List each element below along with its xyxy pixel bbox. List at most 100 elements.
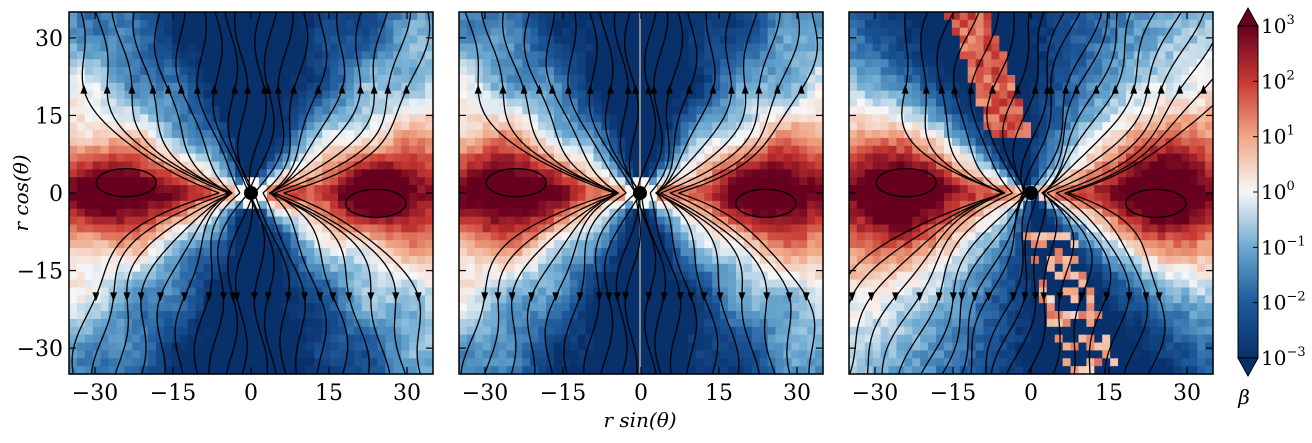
heatmap-cell [274,59,284,68]
heatmap-cell [466,350,476,359]
heatmap-cell [76,248,86,257]
heatmap-cell [751,137,761,147]
heatmap-cell [553,232,563,241]
heatmap-cell [920,122,929,131]
heatmap-cell [704,342,713,351]
heatmap-cell [696,366,705,375]
heatmap-cell [633,27,642,37]
streamline-arrow [606,84,614,94]
heatmap-cell [506,169,515,178]
heatmap-cell [775,255,785,265]
heatmap-cell [338,169,347,178]
heatmap-cell [920,130,929,139]
heatmap-cell [880,193,890,202]
heatmap-cell [466,98,476,108]
heatmap-cell [791,161,800,170]
heatmap-cell [266,114,276,123]
panel-2-central-dot [633,186,647,200]
heatmap-cell [203,263,213,273]
heatmap-cell [561,114,571,123]
heatmap-cell [617,248,626,257]
heatmap-cell [345,248,355,257]
heatmap-cell [401,271,410,281]
heatmap-cell [116,303,125,312]
heatmap-cell [506,303,515,312]
heatmap-cell [345,366,355,375]
heatmap-cell [377,303,387,312]
heatmap-cell [251,74,260,84]
heatmap-cell [593,35,603,45]
heatmap-cell [179,67,189,76]
heatmap-cell [664,263,674,273]
heatmap-cell [306,98,315,108]
heatmap-cell [498,153,508,163]
heatmap-cell [417,311,426,320]
streamline-arrow [535,84,543,94]
heatmap-cell [409,59,418,68]
heatmap-cell [856,169,866,178]
heatmap-cell [743,145,753,155]
heatmap-cell [888,90,898,100]
heatmap-cell [672,185,682,194]
heatmap-cell [187,366,197,375]
heatmap-cell [617,240,626,249]
heatmap-cell [338,145,347,155]
heatmap-cell [799,350,808,359]
heatmap-cell [338,59,347,68]
heatmap-cell [896,200,905,210]
heatmap-cell [235,27,244,37]
heatmap-cell [459,318,468,328]
heatmap-cell [290,67,300,76]
heatmap-cell [345,263,355,273]
heatmap-cell [345,153,355,163]
heatmap-cell [179,342,189,351]
heatmap-cell [585,19,595,29]
heatmap-cell [864,232,874,241]
heatmap-cell [290,59,300,68]
heatmap-cell [417,106,426,115]
heatmap-cell [258,342,268,351]
heatmap-cell [672,12,682,21]
heatmap-cell [385,255,395,265]
heatmap-cell [561,342,571,351]
heatmap-cell [704,216,713,226]
heatmap-cell [880,59,890,68]
heatmap-cell [538,98,547,108]
heatmap-cell [148,224,157,233]
heatmap-cell [84,334,94,344]
heatmap-cell [601,311,610,320]
heatmap-cell [266,342,276,351]
heatmap-cell [163,67,173,76]
heatmap-cell [609,51,618,60]
heatmap-cell [664,35,674,45]
heatmap-cell [864,279,874,289]
heatmap-cell [633,271,642,281]
heatmap-cell [856,350,866,359]
heatmap-cell [274,19,284,29]
heatmap-cell [108,67,118,76]
heatmap-cell [712,74,721,84]
heatmap-cell [648,318,658,328]
heatmap-cell [100,287,110,296]
heatmap-cell [696,43,705,52]
heatmap-cell [203,366,213,375]
heatmap-cell [258,295,268,304]
heatmap-cell [506,59,515,68]
heatmap-cell [195,358,205,367]
heatmap-cell [546,98,555,108]
heatmap-cell [920,248,929,257]
heatmap-cell [282,271,292,281]
heatmap-cell [108,74,118,84]
heatmap-cell [148,208,157,218]
heatmap-cell [664,12,674,21]
heatmap-cell [227,358,236,367]
heatmap-cell [728,137,737,147]
heatmap-cell [625,98,634,108]
heatmap-cell [274,232,284,241]
heatmap-cell [156,106,165,115]
heatmap-cell [799,59,808,68]
heatmap-cell [553,185,563,194]
heatmap-cell [474,200,484,210]
heatmap-cell [680,303,690,312]
heatmap-cell [530,326,539,336]
